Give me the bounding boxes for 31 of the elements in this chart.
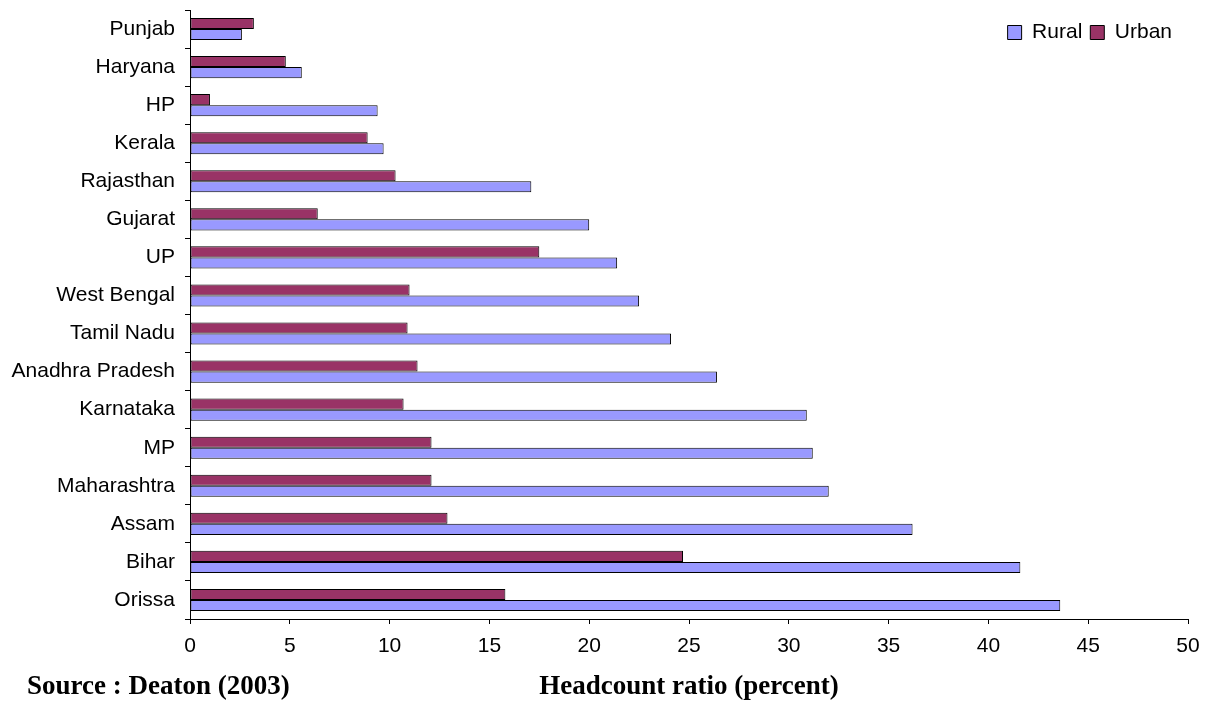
x-tick-label: 0 xyxy=(184,633,196,657)
y-tick-label: HP xyxy=(145,91,175,115)
legend-label: Urban xyxy=(1114,19,1173,43)
y-tick-label: Maharashtra xyxy=(57,472,176,496)
y-tick-label: MP xyxy=(143,434,175,458)
y-tick-label: Punjab xyxy=(109,15,175,39)
y-tick-label: Bihar xyxy=(125,548,175,572)
y-tick-label: UP xyxy=(145,244,175,268)
y-tick-label: West Bengal xyxy=(56,282,175,306)
x-tick-label: 30 xyxy=(777,633,801,657)
x-tick-label: 45 xyxy=(1076,633,1100,657)
y-tick-label: Orissa xyxy=(114,586,176,610)
x-tick-label: 40 xyxy=(976,633,1001,657)
y-tick-label: Gujarat xyxy=(106,206,176,230)
source-note: Source : Deaton (2003) xyxy=(27,669,290,700)
x-axis-title: Headcount ratio (percent) xyxy=(539,669,839,700)
y-tick-label: Haryana xyxy=(95,53,176,77)
x-tick-label: 5 xyxy=(283,633,296,657)
x-tick-label: 20 xyxy=(577,633,601,657)
y-tick-label: Assam xyxy=(110,510,175,534)
x-tick-label: 50 xyxy=(1176,633,1200,657)
y-tick-label: Rajasthan xyxy=(80,168,175,192)
y-tick-label: Tamil Nadu xyxy=(69,320,175,344)
legend-label: Rural xyxy=(1032,19,1083,43)
y-tick-label: Kerala xyxy=(114,130,176,154)
x-tick-label: 15 xyxy=(477,633,502,657)
y-tick-label: Anadhra Pradesh xyxy=(11,358,175,382)
x-tick-label: 25 xyxy=(677,633,701,657)
x-tick-label: 10 xyxy=(377,633,402,657)
x-tick-label: 35 xyxy=(876,633,901,657)
y-tick-label: Karnataka xyxy=(79,396,176,420)
